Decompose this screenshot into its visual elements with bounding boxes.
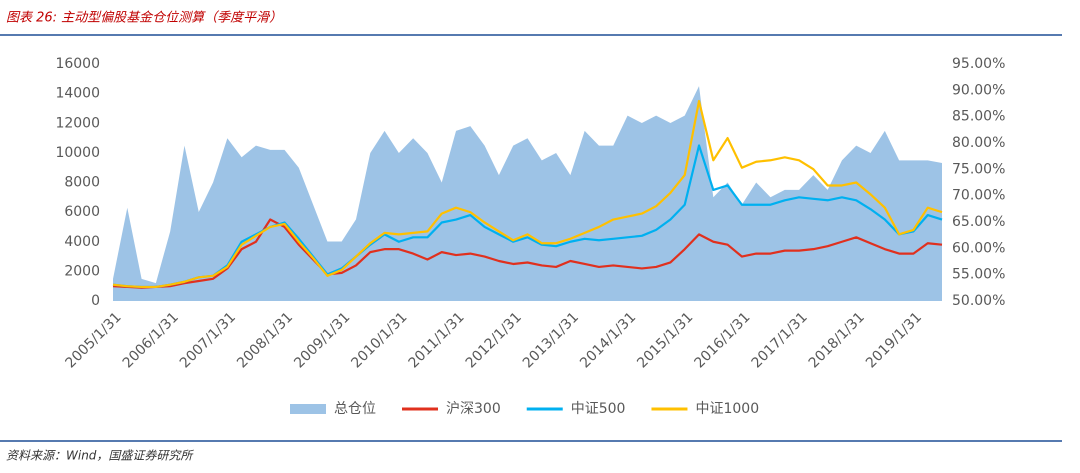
y-tick-label: 16000: [55, 56, 100, 72]
x-tick-label: 2007/1/31: [177, 309, 239, 371]
x-tick-label: 2013/1/31: [520, 309, 582, 371]
line: [112, 144, 943, 289]
y2-tick-label: 95.00%: [952, 56, 1005, 72]
y2-tick-label: 75.00%: [952, 161, 1005, 177]
y-tick-label: 14000: [55, 86, 100, 102]
legend-swatch: [290, 404, 326, 414]
y2-tick-label: 80.00%: [952, 135, 1005, 151]
x-tick-label: 2009/1/31: [291, 309, 353, 371]
x-tick-label: 2019/1/31: [863, 309, 925, 371]
line: [112, 99, 943, 289]
y2-tick-label: 50.00%: [952, 293, 1005, 309]
legend-item: 中证500: [526, 401, 626, 417]
chart-title: 图表 26: 主动型偏股基金仓位测算（季度平滑）: [6, 10, 282, 26]
y2-tick-label: 65.00%: [952, 214, 1005, 230]
y-tick-label: 2000: [64, 263, 100, 279]
y-tick-label: 8000: [64, 175, 100, 191]
y2-tick-label: 85.00%: [952, 109, 1005, 125]
y2-tick-label: 55.00%: [952, 267, 1005, 283]
legend-label: 中证500: [571, 401, 626, 417]
legend-item: 沪深300: [402, 401, 501, 417]
x-tick-label: 2005/1/31: [63, 309, 125, 371]
x-tick-label: 2010/1/31: [348, 309, 410, 371]
legend-label: 沪深300: [446, 401, 501, 417]
x-tick-label: 2017/1/31: [749, 309, 811, 371]
y2-tick-label: 70.00%: [952, 188, 1005, 204]
line: [112, 218, 943, 289]
legend-label: 中证1000: [695, 401, 759, 417]
x-tick-label: 2014/1/31: [577, 309, 639, 371]
y-tick-label: 6000: [64, 204, 100, 220]
y2-tick-label: 60.00%: [952, 240, 1005, 256]
y2-tick-label: 90.00%: [952, 82, 1005, 98]
y-tick-label: 12000: [55, 115, 100, 131]
legend-label: 总仓位: [334, 401, 376, 417]
y-tick-label: 10000: [55, 145, 100, 161]
x-tick-label: 2006/1/31: [120, 309, 182, 371]
area: [113, 86, 942, 302]
x-tick-label: 2018/1/31: [806, 309, 868, 371]
x-tick-label: 2011/1/31: [406, 309, 468, 371]
source-note: 资料来源：Wind，国盛证券研究所: [6, 449, 194, 463]
x-tick-label: 2008/1/31: [234, 309, 296, 371]
legend-item: 中证1000: [651, 401, 759, 417]
x-tick-label: 2015/1/31: [634, 309, 696, 371]
legend-item: 总仓位: [290, 401, 376, 417]
x-tick-label: 2016/1/31: [691, 309, 753, 371]
y-tick-label: 0: [91, 293, 100, 309]
y-tick-label: 4000: [64, 234, 100, 250]
x-tick-label: 2012/1/31: [463, 309, 525, 371]
